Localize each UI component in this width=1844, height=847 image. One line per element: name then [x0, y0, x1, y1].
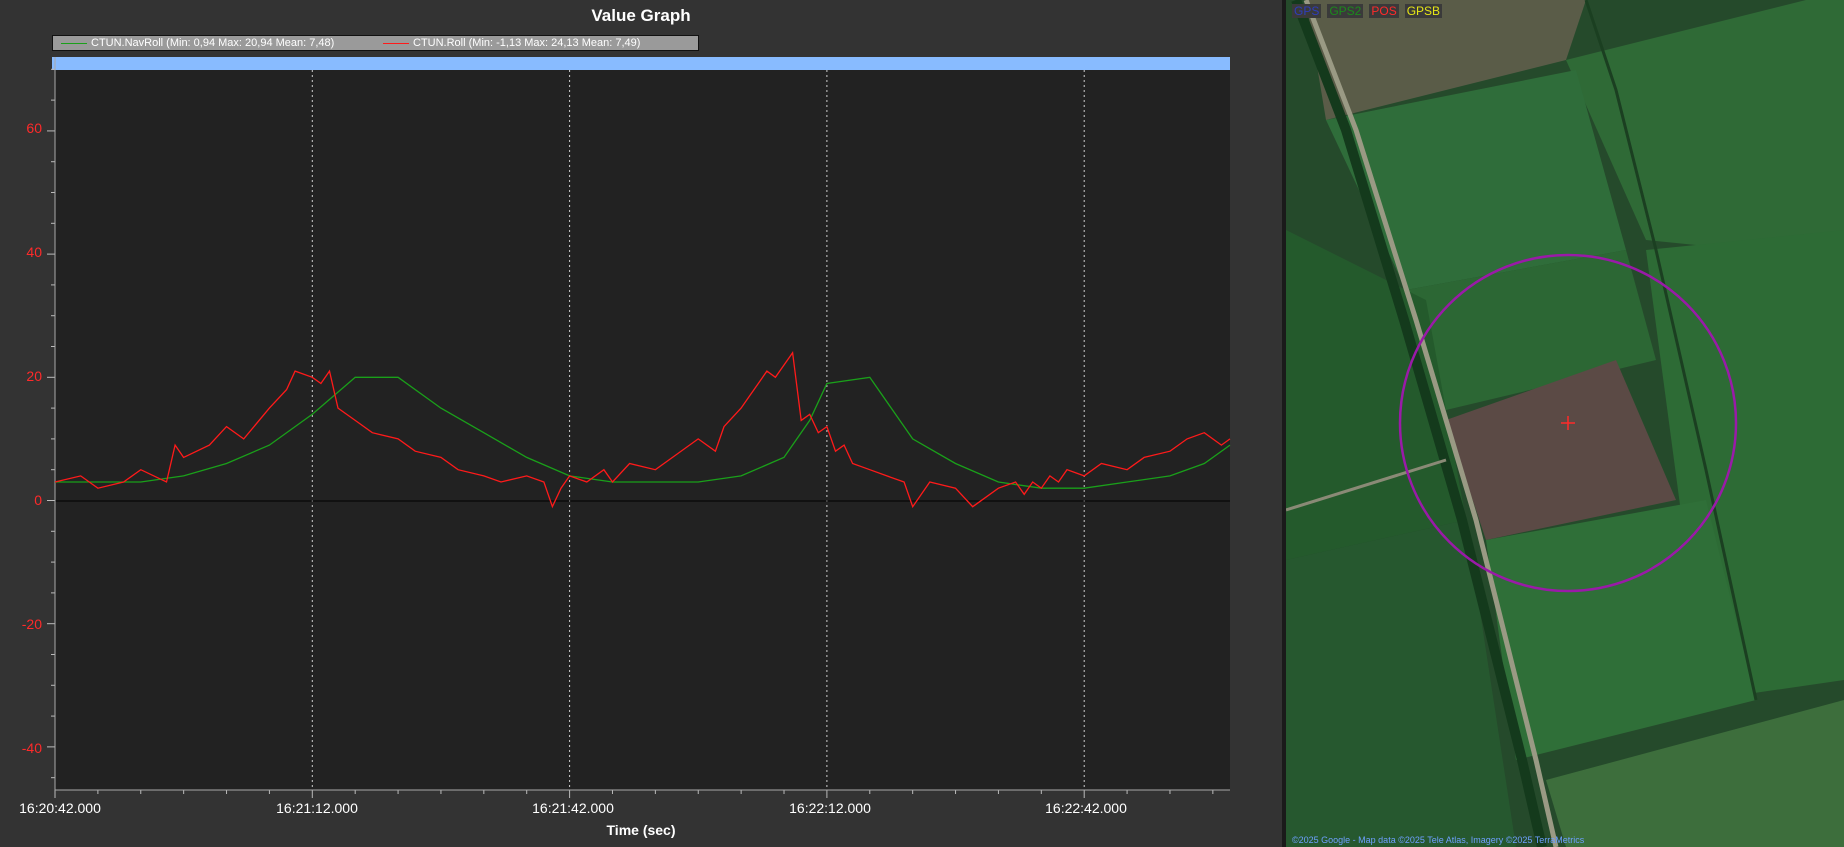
y-tick-label: -40 [21, 740, 42, 756]
satellite-map[interactable] [1286, 0, 1844, 847]
value-graph-panel[interactable]: Value Graph CTUN.NavRoll (Min: 0,94 Max:… [0, 0, 1282, 847]
map-field-bottom-left [1286, 520, 1516, 847]
map-field-left [1286, 230, 1466, 560]
y-tick-label: 0 [34, 492, 42, 508]
x-tick-label: 16:22:12.000 [789, 800, 871, 816]
series-line-navroll [55, 376, 1231, 489]
x-tick-label: 16:20:42.000 [19, 800, 101, 816]
map-legend-gps: GPS [1292, 4, 1322, 18]
plot-scroll-bar[interactable] [52, 57, 1230, 70]
y-tick-label: 40 [26, 244, 42, 260]
map-track-legend: GPS GPS2 POS GPSB [1292, 4, 1448, 18]
map-ditch [1584, 0, 1758, 701]
map-panel[interactable]: GPS GPS2 POS GPSB ©2025 Google - Map data ©… [1286, 0, 1844, 847]
graph-title: Value Graph [591, 6, 691, 25]
y-tick-label: 60 [26, 120, 42, 136]
graph-legend: CTUN.NavRoll (Min: 0,94 Max: 20,94 Mean:… [52, 35, 699, 51]
map-legend-gpsb: GPSB [1404, 4, 1443, 18]
map-field-top [1306, 0, 1586, 120]
map-tree-line [1291, 0, 1547, 847]
legend-swatch-navroll [61, 42, 87, 44]
x-tick-label: 16:21:42.000 [532, 800, 614, 816]
map-field-lower [1486, 500, 1756, 760]
plot-background [55, 57, 1230, 790]
legend-swatch-roll [383, 42, 409, 44]
legend-item-navroll: CTUN.NavRoll (Min: 0,94 Max: 20,94 Mean:… [61, 36, 334, 50]
series-line-roll [54, 350, 1231, 509]
plot-area[interactable] [0, 0, 1282, 847]
loiter-radius-circle [1398, 253, 1738, 593]
map-side-road [1286, 458, 1447, 512]
map-field-upper [1326, 70, 1626, 290]
map-legend-gps2: GPS2 [1327, 4, 1364, 18]
y-tick-label: 20 [26, 368, 42, 384]
x-axis-title: Time (sec) [606, 822, 676, 838]
x-tick-label: 16:22:42.000 [1045, 800, 1127, 816]
legend-label-navroll: CTUN.NavRoll (Min: 0,94 Max: 20,94 Mean:… [91, 37, 335, 49]
y-tick-label: -20 [21, 616, 42, 632]
map-road [1303, 0, 1559, 847]
map-field-bottom-right [1546, 700, 1844, 847]
legend-item-roll: CTUN.Roll (Min: -1,13 Max: 24,13 Mean: 7… [383, 36, 640, 50]
panel-splitter[interactable] [1282, 0, 1286, 847]
map-field-brown [1446, 360, 1676, 540]
map-legend-pos: POS [1369, 4, 1399, 18]
map-field-upper-right [1566, 0, 1844, 260]
map-copyright: ©2025 Google - Map data ©2025 Tele Atlas… [1292, 835, 1585, 845]
legend-label-roll: CTUN.Roll (Min: -1,13 Max: 24,13 Mean: 7… [413, 37, 641, 49]
x-tick-label: 16:21:12.000 [276, 800, 358, 816]
axis-ticks [47, 68, 1214, 798]
position-marker [1561, 416, 1575, 430]
